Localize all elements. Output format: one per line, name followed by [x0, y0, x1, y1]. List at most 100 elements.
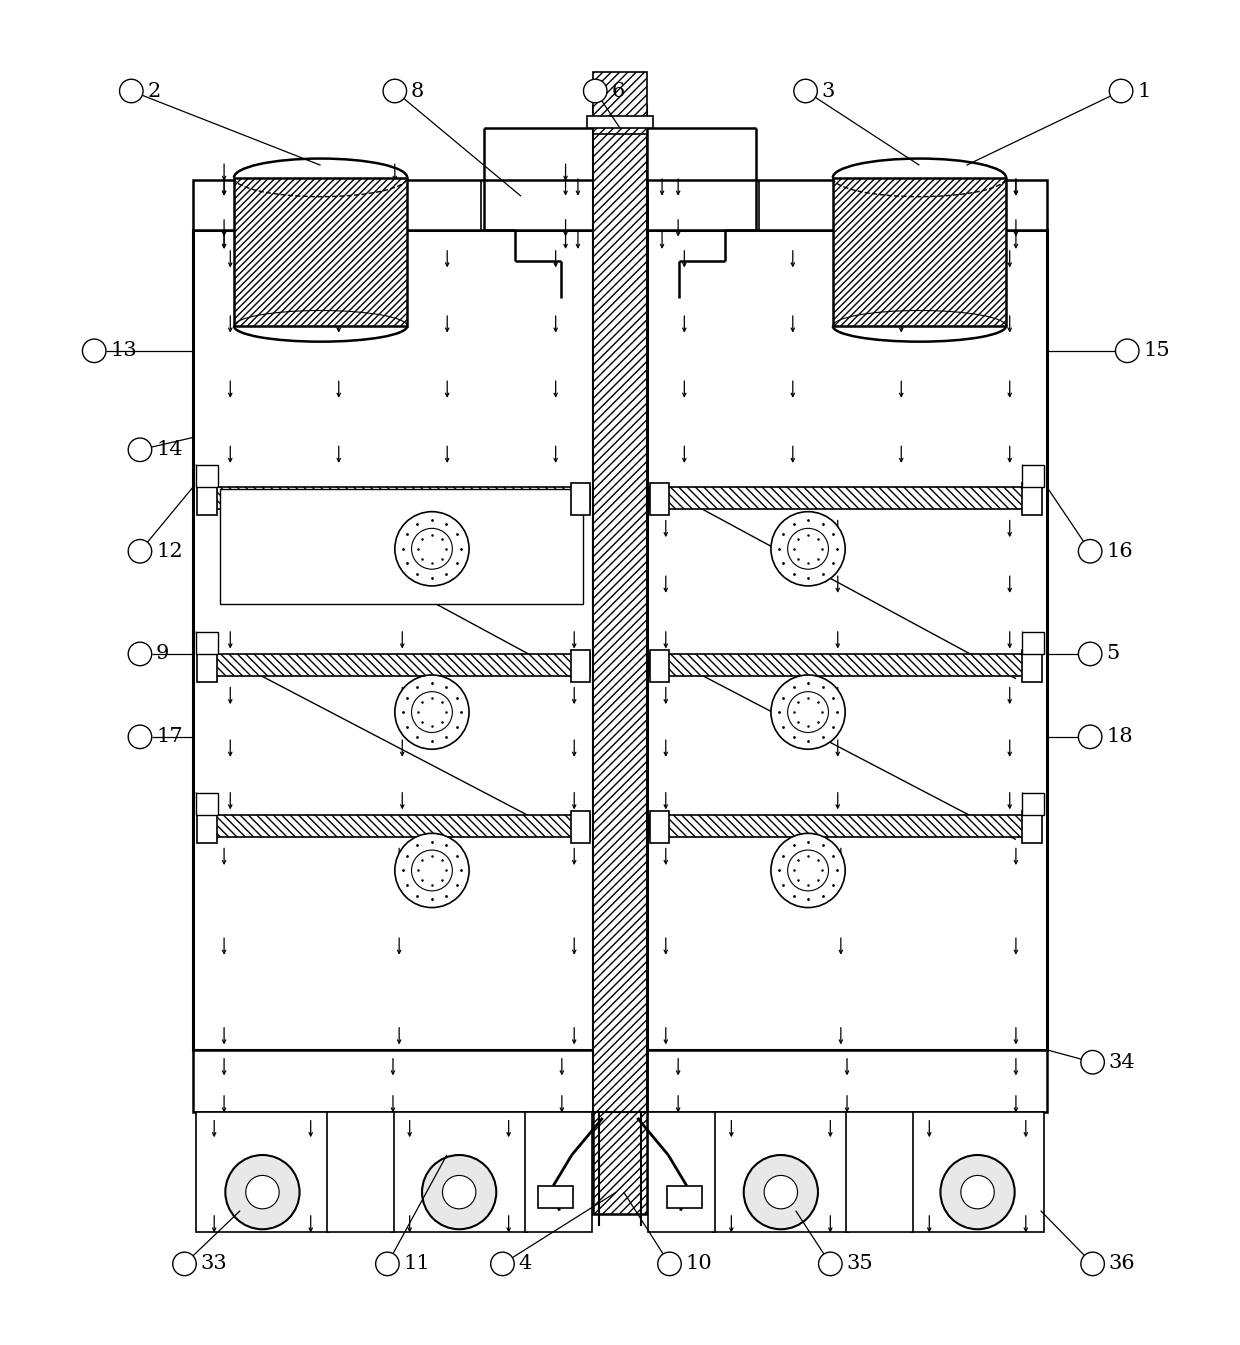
Text: 33: 33 [201, 1255, 227, 1274]
Bar [193, 180, 593, 230]
Text: 14: 14 [156, 440, 182, 459]
Bar [570, 811, 590, 843]
Bar [193, 1050, 593, 1112]
Bar [713, 1112, 849, 1232]
Bar [647, 1050, 1047, 1112]
Circle shape [394, 675, 469, 749]
Circle shape [771, 511, 846, 586]
Text: 16: 16 [1106, 542, 1133, 561]
Bar [196, 792, 218, 815]
Circle shape [961, 1176, 994, 1209]
Bar [197, 483, 217, 515]
Circle shape [412, 691, 453, 733]
Circle shape [394, 511, 469, 586]
Bar [1022, 650, 1042, 682]
Bar [587, 116, 653, 128]
Circle shape [584, 79, 608, 102]
Circle shape [1110, 79, 1133, 102]
Circle shape [394, 834, 469, 908]
Circle shape [1081, 1050, 1105, 1073]
Circle shape [491, 1252, 515, 1275]
Bar [593, 106, 647, 1112]
Bar [1022, 792, 1044, 815]
Circle shape [787, 850, 828, 890]
Circle shape [818, 1252, 842, 1275]
Circle shape [412, 850, 453, 890]
Text: 34: 34 [1109, 1053, 1136, 1072]
Text: 13: 13 [110, 342, 136, 360]
Bar [1022, 483, 1042, 515]
Bar [196, 1112, 330, 1232]
Bar [1022, 632, 1044, 654]
Circle shape [128, 438, 151, 461]
Circle shape [771, 675, 846, 749]
Circle shape [226, 1155, 300, 1229]
Bar [667, 1186, 702, 1208]
Text: 12: 12 [156, 542, 182, 561]
Bar [538, 1186, 573, 1208]
Circle shape [128, 642, 151, 666]
Circle shape [246, 1176, 279, 1209]
Bar [650, 483, 670, 515]
Text: 15: 15 [1143, 342, 1171, 360]
Text: 35: 35 [847, 1255, 873, 1274]
Circle shape [412, 529, 453, 569]
Bar [647, 230, 1047, 1050]
Bar [650, 487, 1037, 510]
Circle shape [443, 1176, 476, 1209]
Text: 18: 18 [1106, 728, 1133, 746]
Text: 17: 17 [156, 728, 182, 746]
Circle shape [383, 79, 407, 102]
Circle shape [1116, 339, 1140, 363]
Bar [197, 811, 217, 843]
Bar [570, 483, 590, 515]
Circle shape [376, 1252, 399, 1275]
Bar [910, 1112, 1044, 1232]
Text: 3: 3 [822, 82, 835, 101]
Circle shape [794, 79, 817, 102]
Bar [847, 1112, 913, 1232]
Circle shape [1081, 1252, 1105, 1275]
Bar [650, 815, 1037, 837]
Bar [221, 490, 583, 604]
Circle shape [128, 539, 151, 564]
Bar [650, 650, 670, 682]
Circle shape [787, 691, 828, 733]
Text: 9: 9 [156, 644, 170, 663]
Bar [203, 815, 590, 837]
Circle shape [422, 1155, 496, 1229]
Bar [650, 811, 670, 843]
Text: 36: 36 [1109, 1255, 1136, 1274]
Text: 8: 8 [410, 82, 424, 101]
Bar [203, 487, 590, 510]
Bar [650, 654, 1037, 677]
Circle shape [657, 1252, 681, 1275]
Text: 6: 6 [611, 82, 625, 101]
Bar [197, 650, 217, 682]
Bar [327, 1112, 393, 1232]
Circle shape [771, 834, 846, 908]
Bar [649, 1112, 715, 1232]
Bar [525, 1112, 591, 1232]
Bar [193, 230, 593, 1050]
Bar [1022, 811, 1042, 843]
Circle shape [1079, 725, 1102, 749]
Bar [1022, 464, 1044, 487]
Text: 1: 1 [1137, 82, 1151, 101]
Bar [196, 632, 218, 654]
Circle shape [744, 1155, 818, 1229]
Circle shape [128, 725, 151, 749]
Text: 11: 11 [403, 1255, 430, 1274]
Text: 4: 4 [518, 1255, 532, 1274]
Circle shape [172, 1252, 196, 1275]
Text: 2: 2 [148, 82, 161, 101]
Bar [570, 650, 590, 682]
Bar [203, 654, 590, 677]
Bar [196, 464, 218, 487]
Circle shape [787, 529, 828, 569]
Circle shape [1079, 539, 1102, 564]
Circle shape [1079, 642, 1102, 666]
Bar [593, 73, 647, 134]
Bar [833, 178, 1006, 325]
Text: 5: 5 [1106, 644, 1120, 663]
